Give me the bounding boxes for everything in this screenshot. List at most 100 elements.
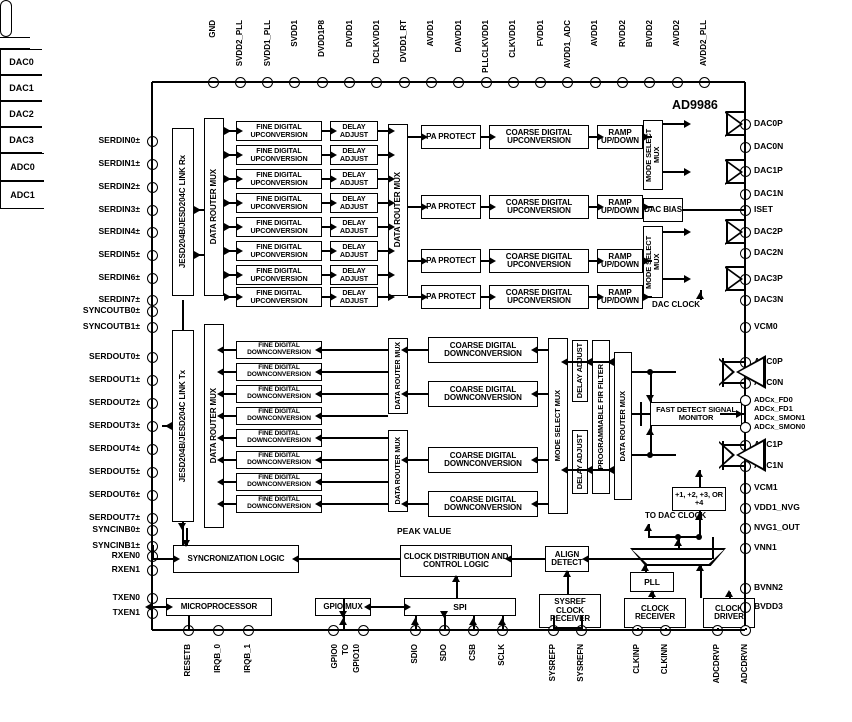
- wire: [322, 296, 330, 298]
- junction-dot: [696, 534, 702, 540]
- right-pin-label-bvdd3: BVDD3: [754, 601, 783, 611]
- wire: [589, 136, 597, 138]
- arrowhead: [648, 590, 656, 597]
- top-pin-label-dvdd1p8: DVDD1P8: [317, 20, 327, 57]
- delay-adjust-tx-6: DELAY ADJUST: [330, 265, 378, 285]
- right-pin-label-dac0p: DAC0P: [754, 118, 783, 128]
- block-label: DATA ROUTER MUX: [393, 437, 403, 505]
- arrowhead: [643, 133, 650, 141]
- top-pin-label-avdd1_adc: AVDD1_ADC: [562, 20, 572, 69]
- block-label: DELAY ADJUST: [339, 218, 369, 235]
- top-pin-label-svdd1: SVDD1: [289, 20, 299, 47]
- arrowhead: [236, 293, 243, 301]
- arrowhead: [217, 412, 224, 420]
- dac-block-3-tip-inner: [725, 267, 740, 290]
- fine-digital-downconversion-0: FINE DIGITAL DOWNCONVERSION: [236, 341, 322, 359]
- fd-tap1: [650, 426, 652, 455]
- left-pin-label-syncoutb1: SYNCOUTB1±: [82, 321, 140, 331]
- arrowhead: [315, 478, 322, 486]
- clock-distribution-control-logic-block: CLOCK DISTRIBUTION AND CONTROL LOGIC: [400, 545, 512, 577]
- left-pin-label-serdout0: SERDOUT0±: [89, 351, 140, 361]
- left-pin-label-serdin7: SERDIN7±: [98, 294, 140, 304]
- clkin-line: [637, 628, 639, 630]
- dac-out-join-1: [726, 159, 728, 183]
- arrowhead: [388, 223, 395, 231]
- arrowhead: [684, 228, 691, 236]
- sysref-pin-rail: [553, 616, 555, 630]
- fine-digital-upconversion-7: FINE DIGITAL UPCONVERSION: [236, 287, 322, 307]
- left-pin-label-serdout3: SERDOUT3±: [89, 420, 140, 430]
- block-label: COARSE DIGITAL DOWNCONVERSION: [444, 450, 522, 468]
- wire: [538, 459, 548, 461]
- block-label: FINE DIGITAL DOWNCONVERSION: [247, 452, 311, 466]
- left-pin-label-rxen0: RXEN0: [111, 550, 140, 560]
- right-pin-label-vcm0: VCM0: [754, 321, 778, 331]
- wire: [378, 274, 388, 276]
- bottom-pin-label-sclk: SCLK: [497, 644, 506, 666]
- wire: [632, 371, 676, 373]
- align-detect-block: ALIGN DETECT: [545, 546, 589, 572]
- wire: [589, 260, 597, 262]
- pa-protect-1: PA PROTECT: [421, 195, 481, 219]
- fine-digital-downconversion-6: FINE DIGITAL DOWNCONVERSION: [236, 473, 322, 491]
- wire: [589, 558, 712, 560]
- block-label: DELAY ADJUST: [339, 194, 369, 211]
- right-pin-label-adc1p: ADC1P: [754, 439, 783, 449]
- right-rail-top: [744, 82, 746, 124]
- arrowhead: [531, 390, 538, 398]
- adc-block-0-amp-i: [738, 359, 763, 385]
- block-label: COARSE DIGITAL UPCONVERSION: [505, 287, 573, 305]
- arrowhead: [224, 293, 231, 301]
- right-rail-c: [744, 432, 746, 548]
- top-rail-right: [704, 81, 745, 83]
- arrowhead: [489, 203, 496, 211]
- adc0-in: [722, 358, 724, 387]
- block-label: FINE DIGITAL DOWNCONVERSION: [247, 496, 311, 510]
- sync-top2: [186, 528, 188, 537]
- wire: [371, 606, 404, 608]
- arrowhead: [563, 570, 571, 577]
- clock-receiver-block: CLOCK RECEIVER: [624, 598, 686, 628]
- left-pin-label-serdin6: SERDIN6±: [98, 272, 140, 282]
- ramp-up-down-2: RAMP UP/DOWN: [597, 249, 643, 273]
- block-label: FINE DIGITAL DOWNCONVERSION: [247, 386, 311, 400]
- adcdrv-line: [717, 628, 719, 630]
- bottom-pin-label-sysrefn: SYSREFN: [576, 644, 585, 682]
- wire: [538, 349, 548, 351]
- arrowhead: [315, 456, 322, 464]
- left-pin-label-syncinb0: SYNCINB0±: [92, 524, 140, 534]
- synchronization-logic-block: SYNCRONIZATION LOGIC: [173, 545, 299, 573]
- wire: [322, 437, 388, 439]
- left-pin-label-syncoutb0: SYNCOUTB0±: [82, 305, 140, 315]
- adcdrv-line: [745, 628, 747, 630]
- clkrcv-to-mux: [700, 566, 702, 598]
- right-pin-label-adc0p: ADC0P: [754, 356, 783, 366]
- pa-protect-2: PA PROTECT: [421, 249, 481, 273]
- arrowhead: [696, 564, 704, 571]
- wire: [224, 481, 236, 483]
- jesdtx-down: [182, 522, 184, 530]
- wire: [224, 503, 236, 505]
- adc-label: ADC0: [10, 162, 35, 172]
- arrowhead: [725, 590, 733, 597]
- arrowhead: [597, 133, 604, 141]
- wire: [722, 382, 745, 384]
- dac-out-n-2: [726, 242, 745, 244]
- arrowhead: [236, 127, 243, 135]
- arrowhead: [236, 151, 243, 159]
- right-pin-label-adcx-smon0: ADCx_SMON0: [754, 422, 806, 431]
- wire: [299, 558, 400, 560]
- arrowhead: [330, 175, 337, 183]
- wire: [481, 136, 489, 138]
- wire: [408, 296, 421, 298]
- wire: [322, 130, 330, 132]
- to-dac-clock-label: TO DAC CLOCK: [645, 511, 707, 520]
- div-out: [699, 511, 701, 537]
- block-label: PA PROTECT: [426, 201, 476, 211]
- top-pin-label-dvdd1: DVDD1: [344, 20, 354, 48]
- left-pin-label-serdin3: SERDIN3±: [98, 204, 140, 214]
- iset-wire: [683, 209, 745, 211]
- block-label: DELAY ADJUST: [339, 170, 369, 187]
- jesd204-link-tx-block: JESD204B/JESD204C LINK Tx: [172, 330, 194, 522]
- spi-pin-1: [444, 616, 446, 630]
